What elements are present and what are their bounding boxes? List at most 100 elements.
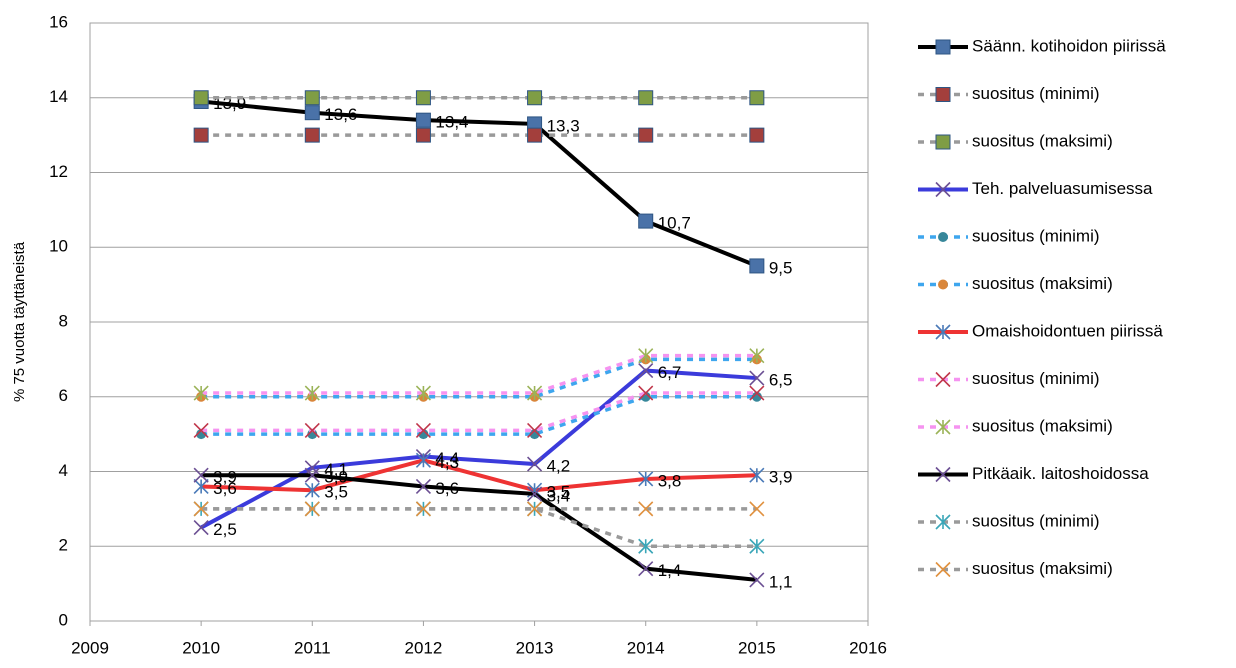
series-line <box>201 473 758 582</box>
data-point <box>638 90 654 106</box>
data-point <box>638 385 654 401</box>
legend-label: suositus (maksimi) <box>972 131 1113 150</box>
series-line <box>200 99 758 268</box>
legend-label: Teh. palveluasumisessa <box>972 179 1153 198</box>
data-point <box>638 538 654 554</box>
data-point <box>638 127 654 143</box>
data-point <box>193 478 209 495</box>
data-point <box>193 467 209 483</box>
data-point <box>415 90 431 106</box>
data-point <box>304 127 320 143</box>
data-label: 1,1 <box>769 572 793 591</box>
data-point <box>749 501 765 517</box>
data-point <box>415 127 431 143</box>
y-tick-label: 6 <box>59 386 68 405</box>
series-line <box>201 357 757 399</box>
legend-marker <box>935 466 951 483</box>
data-point <box>749 538 765 554</box>
data-label: 3,5 <box>547 483 571 502</box>
y-tick-label: 4 <box>59 461 68 480</box>
data-point <box>193 519 209 536</box>
legend-label: suositus (maksimi) <box>972 274 1113 293</box>
data-point <box>638 213 654 229</box>
data-label: 13,3 <box>547 116 580 135</box>
data-point <box>749 127 765 143</box>
data-label: 13,4 <box>435 113 468 132</box>
x-tick-label: 2015 <box>738 638 776 657</box>
data-point <box>415 478 431 495</box>
legend-label: suositus (minimi) <box>972 84 1100 103</box>
data-point <box>638 348 654 364</box>
data-point <box>193 422 209 438</box>
data-point <box>527 501 543 517</box>
legend-marker <box>935 87 951 102</box>
data-point <box>749 385 765 401</box>
data-label: 3,8 <box>658 471 682 490</box>
data-label: 2,5 <box>213 520 237 539</box>
x-tick-label: 2016 <box>849 638 887 657</box>
data-point <box>527 90 543 106</box>
legend-label: suositus (minimi) <box>972 511 1100 530</box>
y-tick-label: 10 <box>49 237 68 256</box>
legend-label: Säänn. kotihoidon piirissä <box>972 36 1166 55</box>
x-tick-label: 2014 <box>627 638 665 657</box>
data-label: 3,4 <box>547 486 571 505</box>
legend-label: Omaishoidontuen piirissä <box>972 321 1163 340</box>
data-point <box>415 452 431 468</box>
legend-marker <box>938 232 948 242</box>
data-point <box>527 456 543 472</box>
legend-label: suositus (minimi) <box>972 369 1100 388</box>
data-label: 3,6 <box>213 479 237 498</box>
data-point <box>529 429 540 440</box>
data-point <box>527 486 543 502</box>
data-point <box>304 501 320 517</box>
data-point <box>638 501 654 517</box>
data-point <box>527 127 543 143</box>
data-point <box>193 501 209 517</box>
data-label: 1,4 <box>658 561 682 580</box>
legend-marker <box>938 279 948 290</box>
data-label: 3,9 <box>769 468 793 487</box>
data-point <box>304 90 320 106</box>
data-label: 10,7 <box>658 214 691 233</box>
data-label: 4,2 <box>547 457 571 476</box>
x-tick-label: 2013 <box>516 638 554 657</box>
data-point <box>304 482 320 498</box>
data-point <box>193 127 209 143</box>
x-tick-label: 2009 <box>71 638 109 657</box>
data-label: 6,7 <box>658 363 682 382</box>
data-label: 4,3 <box>435 453 459 472</box>
data-point <box>638 471 654 487</box>
data-point <box>749 258 765 274</box>
legend-label: suositus (maksimi) <box>972 416 1113 435</box>
data-point <box>415 501 431 517</box>
legend-label: Pitkäaik. laitoshoidossa <box>972 464 1149 483</box>
data-point <box>415 112 431 128</box>
legend-marker <box>935 514 951 530</box>
data-point <box>304 385 320 401</box>
data-label: 4,1 <box>324 460 348 479</box>
y-tick-label: 12 <box>49 162 68 181</box>
data-point <box>415 422 431 438</box>
legend-marker <box>935 39 951 55</box>
data-point <box>749 572 765 588</box>
data-label: 3,9 <box>324 468 348 487</box>
data-point <box>304 422 320 438</box>
series-line <box>201 507 757 548</box>
data-label: 3,9 <box>213 468 237 487</box>
legend-label: suositus (maksimi) <box>972 559 1113 578</box>
y-tick-label: 0 <box>59 610 68 629</box>
data-label: 13,6 <box>324 105 357 124</box>
y-tick-label: 2 <box>59 536 68 555</box>
data-point <box>304 460 320 476</box>
legend-marker <box>935 561 951 578</box>
series-line <box>201 391 757 433</box>
legend-marker <box>935 181 951 198</box>
data-point <box>638 363 654 379</box>
data-point <box>193 90 209 106</box>
data-point <box>193 385 209 401</box>
data-point <box>527 422 543 438</box>
legend-label: suositus (minimi) <box>972 226 1100 245</box>
data-label: 3,6 <box>435 479 459 498</box>
